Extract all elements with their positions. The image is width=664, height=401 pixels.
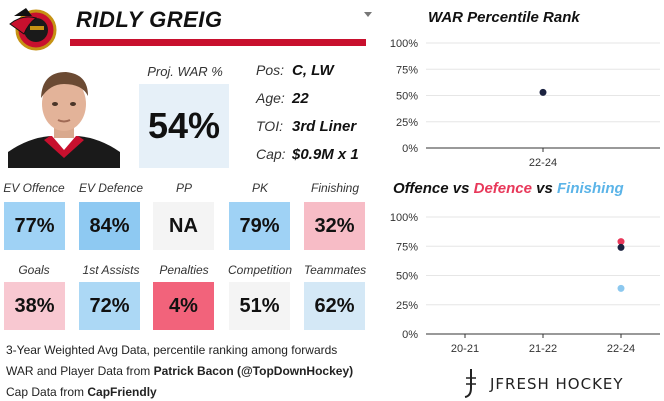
chart2-title: Offence vs Defence vs Finishing — [393, 180, 624, 197]
y-tick-label: 75% — [396, 241, 418, 253]
footer-methodology: 3-Year Weighted Avg Data, percentile ran… — [6, 343, 338, 357]
tile-label-penalties: Penalties — [159, 263, 209, 277]
info-value: C, LW — [292, 62, 334, 79]
chart2-title-vs-2: vs — [531, 180, 557, 197]
info-label: TOI: — [256, 118, 283, 134]
tile-penalties: 4% — [153, 282, 214, 330]
chart1-title: WAR Percentile Rank — [428, 9, 580, 26]
info-value: 22 — [292, 90, 309, 107]
projected-war-label: Proj. WAR % — [147, 64, 223, 79]
data-point — [617, 238, 625, 246]
info-label: Pos: — [256, 62, 285, 78]
y-tick-label: 0% — [402, 143, 418, 155]
footer-war-prefix: WAR and Player Data from — [6, 364, 154, 378]
brand-mark-icon — [464, 369, 476, 398]
tile-label-pp: PP — [175, 181, 192, 195]
footer-cap-source: Cap Data from CapFriendly — [6, 385, 157, 399]
y-tick-label: 25% — [396, 117, 418, 129]
x-tick-label: 20-21 — [451, 343, 479, 355]
name-underline-bar — [70, 39, 366, 46]
tile-label-finishing: Finishing — [310, 181, 360, 195]
tile-label-pk: PK — [251, 181, 268, 195]
x-tick-label: 22-24 — [529, 157, 557, 169]
chart2-title-offence: Offence — [393, 180, 449, 197]
info-value: 3rd Liner — [292, 118, 357, 135]
tile-pp: NA — [153, 202, 214, 250]
tile-ev-defence: 84% — [79, 202, 140, 250]
y-tick-label: 100% — [390, 38, 418, 50]
y-tick-label: 50% — [396, 271, 418, 283]
tile-teammates: 62% — [304, 282, 365, 330]
y-tick-label: 100% — [390, 212, 418, 224]
y-tick-label: 75% — [396, 64, 418, 76]
tile-finishing: 32% — [304, 202, 365, 250]
tile-label-ev-offence: EV Offence — [3, 181, 65, 195]
brand-name: JFRESH HOCKEY — [490, 375, 624, 393]
info-value: $0.9M x 1 — [292, 146, 359, 163]
tile-label-first-assists: 1st Assists — [82, 263, 140, 277]
data-point — [617, 243, 625, 251]
tile-label-competition: Competition — [227, 263, 293, 277]
offence-defence-finishing-chart: 100% 75% 50% 25% 0% 20-21 21-22 22-24 — [390, 212, 660, 355]
data-point — [617, 284, 625, 292]
y-tick-label: 50% — [396, 91, 418, 103]
x-tick-label: 22-24 — [607, 343, 635, 355]
chevron-down-icon[interactable] — [364, 12, 372, 17]
tile-first-assists: 72% — [79, 282, 140, 330]
y-tick-label: 0% — [402, 329, 418, 341]
info-label: Age: — [256, 90, 285, 106]
tile-competition: 51% — [229, 282, 290, 330]
tile-label-teammates: Teammates — [303, 263, 367, 277]
tile-pk: 79% — [229, 202, 290, 250]
footer-war-source: WAR and Player Data from Patrick Bacon (… — [6, 364, 353, 378]
tile-goals: 38% — [4, 282, 65, 330]
tile-label-ev-defence: EV Defence — [78, 181, 144, 195]
y-tick-label: 25% — [396, 300, 418, 312]
chart2-title-defence: Defence — [473, 180, 532, 197]
x-tick-label: 21-22 — [529, 343, 557, 355]
player-name: RIDLY GREIG — [76, 7, 223, 32]
footer-cap-prefix: Cap Data from — [6, 385, 88, 399]
brand-logo: JFRESH HOCKEY — [462, 368, 624, 400]
player-headshot — [8, 62, 120, 168]
chart2-title-vs-1: vs — [448, 180, 474, 197]
team-logo-icon — [9, 8, 57, 51]
footer-cap-source-link[interactable]: CapFriendly — [87, 385, 157, 399]
projected-war-value: 54% — [139, 84, 229, 168]
data-point — [539, 88, 547, 96]
info-label: Cap: — [256, 146, 286, 162]
tile-ev-offence: 77% — [4, 202, 65, 250]
footer-war-source-link[interactable]: Patrick Bacon (@TopDownHockey) — [153, 364, 354, 378]
war-percentile-chart: 100% 75% 50% 25% 0% 22-24 — [390, 38, 660, 169]
chart2-title-finishing: Finishing — [557, 180, 624, 197]
tile-label-goals: Goals — [18, 263, 50, 277]
